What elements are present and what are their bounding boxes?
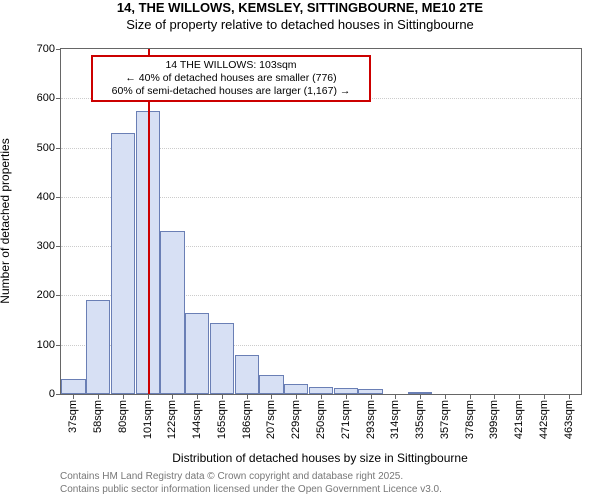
x-tick-mark (544, 394, 545, 399)
x-tick-mark (494, 394, 495, 399)
x-tick-label: 229sqm (288, 400, 302, 439)
plot-area: 010020030040050060070014 THE WILLOWS: 10… (60, 48, 582, 395)
x-tick-mark (197, 394, 198, 399)
x-tick-mark (271, 394, 272, 399)
x-tick-label: 314sqm (387, 400, 401, 439)
histogram-bar (160, 231, 184, 394)
x-tick-mark (395, 394, 396, 399)
y-tick-label: 400 (37, 191, 61, 203)
y-tick-label: 600 (37, 92, 61, 104)
histogram-bar (259, 375, 283, 394)
x-tick-mark (98, 394, 99, 399)
attribution-text: Contains HM Land Registry data © Crown c… (60, 471, 442, 496)
x-tick-label: 378sqm (462, 400, 476, 439)
x-tick-label: 271sqm (338, 400, 352, 439)
y-axis-label: Number of detached properties (0, 138, 12, 303)
x-tick-mark (172, 394, 173, 399)
x-tick-mark (321, 394, 322, 399)
histogram-bar (86, 300, 110, 394)
annotation-box: 14 THE WILLOWS: 103sqm← 40% of detached … (91, 55, 371, 102)
x-tick-label: 165sqm (214, 400, 228, 439)
x-tick-mark (222, 394, 223, 399)
attribution-line-1: Contains HM Land Registry data © Crown c… (60, 471, 442, 484)
histogram-bar (185, 313, 209, 394)
x-tick-label: 293sqm (363, 400, 377, 439)
x-tick-mark (371, 394, 372, 399)
histogram-bar (309, 387, 333, 394)
x-tick-label: 186sqm (239, 400, 253, 439)
annotation-line-2: ← 40% of detached houses are smaller (77… (97, 72, 365, 85)
x-tick-label: 335sqm (412, 400, 426, 439)
y-tick-label: 100 (37, 339, 61, 351)
histogram-bar (61, 379, 85, 394)
x-tick-label: 250sqm (313, 400, 327, 439)
chart-subtitle: Size of property relative to detached ho… (0, 17, 600, 34)
plot-area-wrap: 010020030040050060070014 THE WILLOWS: 10… (60, 48, 580, 393)
y-tick-label: 500 (37, 142, 61, 154)
y-tick-label: 200 (37, 289, 61, 301)
x-tick-label: 122sqm (164, 400, 178, 439)
x-tick-label: 399sqm (486, 400, 500, 439)
x-tick-mark (569, 394, 570, 399)
x-tick-label: 80sqm (115, 400, 129, 433)
x-tick-mark (148, 394, 149, 399)
histogram-bar (235, 355, 259, 394)
x-tick-label: 442sqm (536, 400, 550, 439)
x-tick-mark (123, 394, 124, 399)
x-tick-label: 58sqm (90, 400, 104, 433)
attribution-line-2: Contains public sector information licen… (60, 484, 442, 497)
x-tick-label: 463sqm (561, 400, 575, 439)
x-tick-label: 144sqm (189, 400, 203, 439)
chart-title: 14, THE WILLOWS, KEMSLEY, SITTINGBOURNE,… (0, 0, 600, 17)
x-tick-mark (445, 394, 446, 399)
x-tick-label: 207sqm (263, 400, 277, 439)
x-tick-mark (420, 394, 421, 399)
histogram-bar (210, 323, 234, 394)
x-tick-label: 101sqm (140, 400, 154, 439)
x-tick-mark (73, 394, 74, 399)
x-tick-mark (296, 394, 297, 399)
histogram-bar (284, 384, 308, 394)
annotation-line-3: 60% of semi-detached houses are larger (… (97, 85, 365, 98)
chart-container: 14, THE WILLOWS, KEMSLEY, SITTINGBOURNE,… (0, 0, 600, 500)
annotation-line-1: 14 THE WILLOWS: 103sqm (97, 59, 365, 72)
y-tick-label: 700 (37, 43, 61, 55)
histogram-bar (111, 133, 135, 394)
x-axis-label: Distribution of detached houses by size … (60, 451, 580, 465)
y-tick-label: 0 (49, 388, 61, 400)
x-tick-mark (346, 394, 347, 399)
x-tick-label: 37sqm (65, 400, 79, 433)
x-tick-label: 357sqm (437, 400, 451, 439)
y-tick-label: 300 (37, 240, 61, 252)
x-tick-mark (519, 394, 520, 399)
x-tick-mark (470, 394, 471, 399)
x-tick-mark (247, 394, 248, 399)
x-tick-label: 421sqm (511, 400, 525, 439)
